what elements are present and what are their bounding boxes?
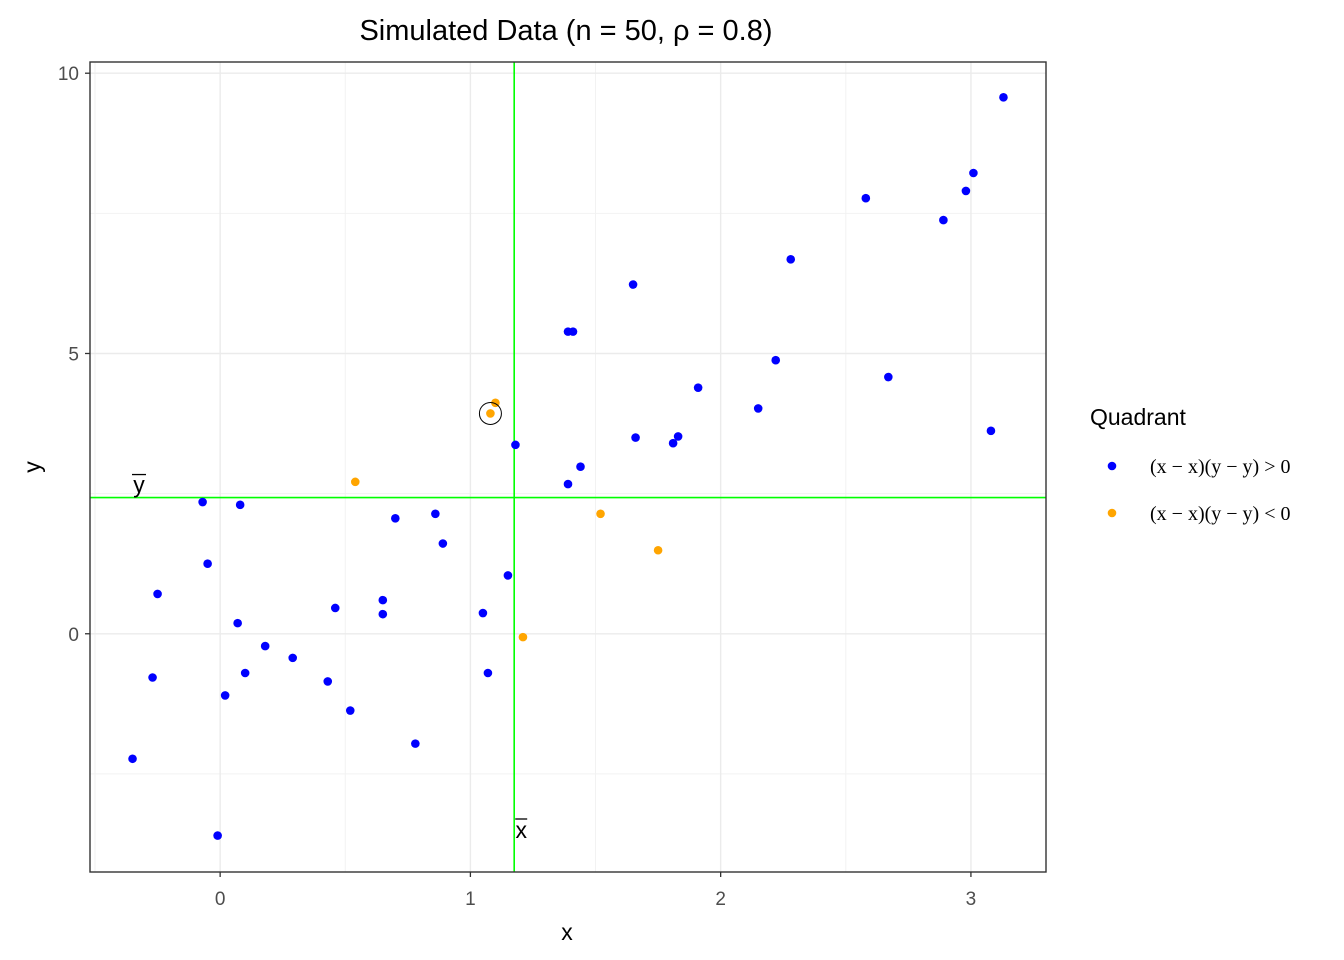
point-positive <box>478 608 488 618</box>
point-positive <box>288 653 298 663</box>
point-positive <box>861 193 871 203</box>
point-positive <box>939 215 948 225</box>
legend-entries: (x − x)(y − y) > 0 (x − x)(y − y) < 0 <box>1107 456 1290 525</box>
y-tick-label: 0 <box>68 625 79 646</box>
point-positive <box>233 618 242 628</box>
point-positive <box>673 432 683 441</box>
point-positive <box>999 93 1008 102</box>
point-positive <box>198 497 207 507</box>
point-positive <box>786 255 796 264</box>
point-positive <box>240 668 250 678</box>
x-tick-label: 2 <box>715 889 726 910</box>
highlight-circle <box>478 401 502 425</box>
point-positive <box>260 641 270 651</box>
legend: Quadrant (x − x)(y − y) > 0(x − x)(y − y… <box>1090 404 1290 525</box>
point-negative <box>518 632 528 642</box>
minor-gridlines <box>90 62 1046 872</box>
point-negative <box>486 409 495 418</box>
point-positive <box>511 440 520 450</box>
chart-title: Simulated Data (n = 50, ρ = 0.8) <box>359 15 772 47</box>
point-negative <box>350 477 360 487</box>
point-positive <box>411 739 420 748</box>
point-positive <box>128 754 137 764</box>
x-mean-label: x <box>515 817 527 843</box>
point-positive <box>391 513 400 523</box>
point-positive <box>220 691 230 700</box>
point-positive <box>438 539 448 548</box>
point-positive <box>345 706 355 715</box>
point-positive <box>483 668 493 678</box>
point-positive <box>969 168 978 178</box>
point-positive <box>323 677 333 686</box>
point-positive <box>203 559 212 568</box>
y-tick-label: 5 <box>68 344 79 365</box>
point-positive <box>628 280 638 289</box>
point-positive <box>568 327 578 336</box>
point-positive <box>668 438 678 448</box>
y-mean-label: y <box>133 472 145 498</box>
point-positive <box>884 372 893 382</box>
x-tick-label: 0 <box>215 889 226 910</box>
point-positive <box>153 589 162 599</box>
point-positive <box>378 595 388 605</box>
major-gridlines <box>90 62 1046 872</box>
x-tick-label: 1 <box>465 889 476 910</box>
point-negative <box>596 509 605 519</box>
mean-lines: xy <box>90 62 1046 872</box>
point-positive <box>378 609 388 619</box>
y-axis-title: y <box>19 461 45 473</box>
point-positive <box>213 831 222 840</box>
axis-ticks <box>85 72 972 877</box>
point-positive <box>503 571 513 580</box>
x-axis-title: x <box>561 919 573 945</box>
panel-border <box>89 61 1047 873</box>
point-positive <box>753 404 763 413</box>
point-positive <box>330 603 340 613</box>
point-positive <box>148 673 157 682</box>
legend-label-neg: (x − x)(y − y) < 0 <box>1150 503 1290 525</box>
legend-title: Quadrant <box>1090 404 1187 430</box>
point-positive <box>431 509 440 519</box>
y-tick-label: 10 <box>58 64 79 85</box>
point-positive <box>693 383 703 392</box>
point-positive <box>986 426 996 436</box>
tick-labels: 0 1 2 3 0 5 10 <box>58 64 976 910</box>
legend-label-pos: (x − x)(y − y) > 0 <box>1150 456 1290 478</box>
x-tick-label: 3 <box>966 889 977 910</box>
point-positive <box>235 500 245 510</box>
point-positive <box>631 433 640 442</box>
point-positive <box>771 355 781 365</box>
point-positive <box>576 462 585 472</box>
point-negative <box>653 545 663 555</box>
point-positive <box>961 186 971 196</box>
legend-key-neg <box>1107 508 1117 518</box>
legend-key-pos <box>1107 461 1117 471</box>
data-points <box>128 93 1008 840</box>
point-positive <box>563 479 573 489</box>
